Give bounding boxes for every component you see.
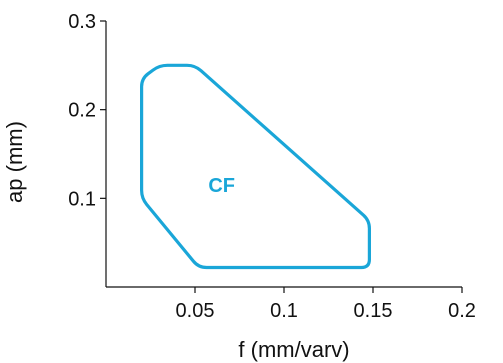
region-label: CF (208, 175, 235, 197)
y-tick-label: 0.3 (68, 11, 96, 33)
x-tick-label: 0.05 (176, 300, 215, 322)
x-tick-label: 0.2 (448, 300, 476, 322)
x-axis-title: f (mm/varv) (238, 337, 349, 362)
y-axis-title: ap (mm) (2, 121, 27, 203)
y-tick-label: 0.2 (68, 100, 96, 122)
series-outline-cf (142, 65, 370, 267)
x-tick-label: 0.15 (354, 300, 393, 322)
x-tick-label: 0.1 (270, 300, 298, 322)
y-tick-label: 0.1 (68, 188, 96, 210)
